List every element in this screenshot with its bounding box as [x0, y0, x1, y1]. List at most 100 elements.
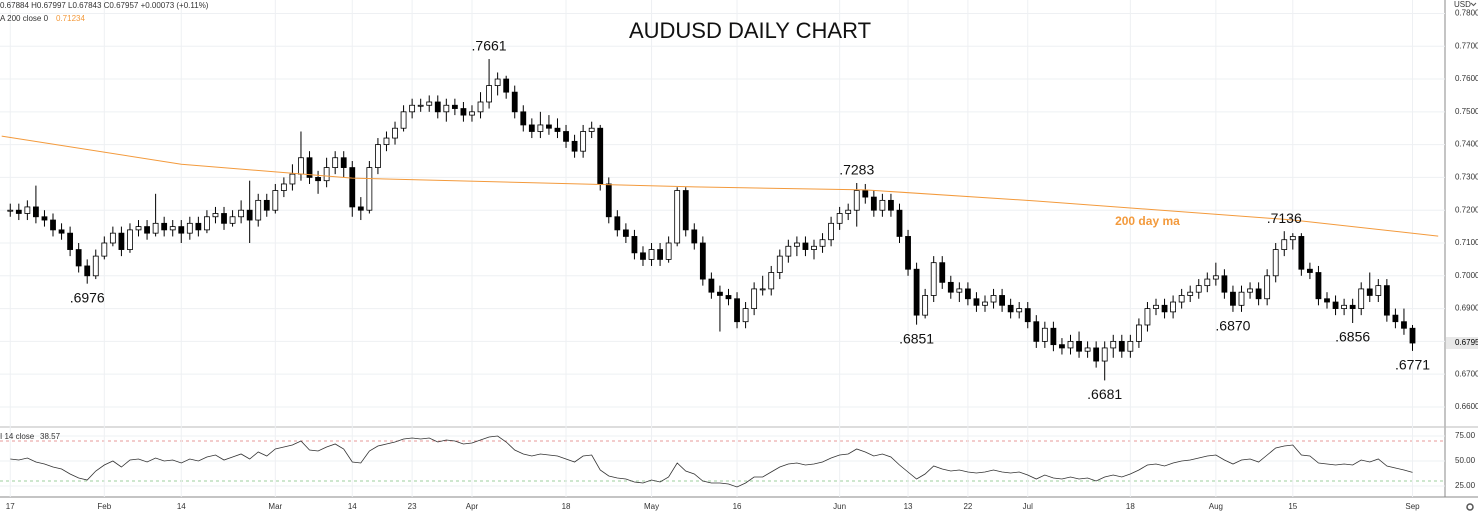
candle-body — [682, 190, 689, 231]
candle-body — [246, 209, 253, 221]
candle-body — [127, 229, 133, 250]
candle-body — [1307, 268, 1313, 273]
candle-body — [717, 291, 723, 296]
candle-body — [144, 226, 150, 234]
candle-body — [1289, 236, 1296, 241]
y-tick-label: 0.7500 — [1455, 107, 1478, 116]
candle-body — [1144, 308, 1151, 326]
candle-body — [930, 262, 937, 296]
candle-body — [417, 104, 424, 107]
currency-chevron — [1470, 2, 1477, 7]
candle-body — [956, 288, 963, 293]
y-tick-label: 50.00 — [1455, 456, 1476, 465]
candle-body — [622, 229, 629, 237]
y-tick-label: 0.7000 — [1455, 271, 1478, 280]
candle-body — [674, 190, 681, 244]
candle-body — [1298, 236, 1305, 270]
candle-body — [383, 137, 390, 146]
candle-body — [708, 278, 715, 293]
candle-body — [691, 229, 698, 244]
candle-body — [1204, 278, 1211, 287]
candle-body — [229, 216, 236, 224]
x-tick-label: 23 — [408, 502, 417, 511]
annotation: .7283 — [839, 162, 874, 178]
y-tick-label: 75.00 — [1455, 431, 1476, 440]
candle-body — [357, 206, 364, 211]
annotation: .6681 — [1087, 386, 1122, 402]
candle-body — [263, 199, 270, 211]
candle-body — [1247, 288, 1253, 293]
ma-legend: A 200 close 0 — [0, 14, 49, 23]
candle-body — [853, 190, 860, 211]
candle-body — [272, 190, 279, 211]
candle-body — [640, 252, 646, 260]
candle-body — [280, 183, 287, 191]
candle-body — [426, 101, 433, 106]
candle-body — [699, 242, 706, 280]
candle-body — [1076, 340, 1082, 352]
x-tick-label: Sep — [1405, 502, 1420, 511]
candle-body — [298, 157, 304, 175]
candle-body — [1050, 327, 1057, 346]
candle-body — [657, 249, 663, 260]
candle-body — [554, 127, 561, 132]
candle-body — [135, 226, 142, 231]
candle-body — [1341, 304, 1348, 309]
candle-body — [204, 216, 210, 231]
x-tick-label: Aug — [1209, 502, 1223, 511]
x-tick-label: 18 — [1126, 502, 1135, 511]
candle-body — [520, 111, 527, 126]
y-tick-label: 0.7100 — [1455, 238, 1478, 247]
candle-body — [742, 308, 749, 323]
candle-body — [1383, 285, 1390, 316]
y-tick-label: 0.7800 — [1455, 9, 1478, 18]
candle-body — [999, 295, 1005, 306]
annotation: .7136 — [1267, 210, 1302, 226]
candle-body — [1110, 340, 1117, 349]
candle-body — [819, 239, 826, 247]
candle-body — [101, 242, 108, 257]
x-tick-label: 14 — [348, 502, 357, 511]
plot — [1, 59, 1439, 488]
candle-body — [870, 196, 877, 211]
candle-body — [913, 268, 920, 316]
candle-body — [922, 295, 929, 316]
candle-body — [802, 242, 809, 250]
candle-body — [392, 127, 398, 139]
x-tick-label: 22 — [963, 502, 972, 511]
candle-body — [511, 91, 518, 113]
x-tick-label: 14 — [177, 502, 186, 511]
candle-body — [186, 222, 193, 234]
y-tick-label: 0.7200 — [1455, 205, 1478, 214]
candle-body — [1170, 301, 1177, 313]
candle-body — [1375, 285, 1382, 296]
x-tick-label: Mar — [268, 502, 282, 511]
candle-body — [528, 124, 535, 132]
annotation: .6976 — [70, 289, 105, 305]
candle-body — [648, 249, 655, 260]
candle-body — [768, 272, 775, 290]
candle-body — [161, 222, 168, 231]
candle-body — [1153, 304, 1159, 309]
candle-body — [1212, 275, 1219, 280]
candle-body — [255, 199, 262, 221]
candle-body — [1409, 327, 1416, 344]
candle-body — [1178, 295, 1185, 303]
candle-body — [67, 232, 74, 250]
annotation: .6856 — [1335, 329, 1370, 345]
candle-body — [580, 131, 587, 152]
candle-body — [332, 157, 339, 168]
chart-title: AUDUSD DAILY CHART — [629, 18, 871, 43]
candle-body — [152, 222, 159, 234]
candle-body — [862, 190, 869, 198]
candle-body — [349, 167, 356, 208]
candle-body — [546, 124, 552, 129]
candle-body — [982, 301, 988, 306]
y-tick-label: 0.6900 — [1455, 304, 1478, 313]
candle-body — [451, 104, 458, 109]
candle-body — [734, 298, 740, 323]
candle-body — [1041, 327, 1048, 342]
settings-icon[interactable] — [1466, 503, 1474, 511]
candle-body — [879, 199, 886, 211]
candle-body — [195, 222, 202, 231]
